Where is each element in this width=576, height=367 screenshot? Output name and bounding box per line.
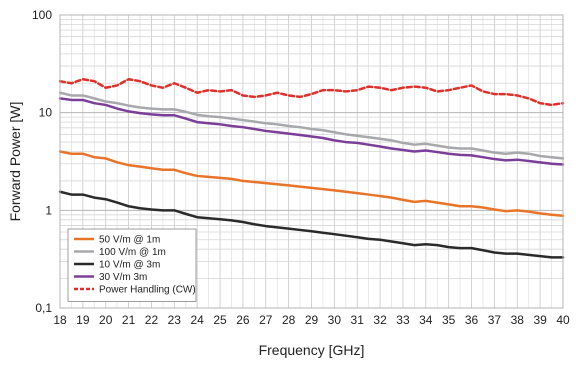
- x-tick-label: 27: [259, 313, 273, 327]
- x-tick-label: 23: [168, 313, 182, 327]
- legend-entry-label: 10 V/m @ 3m: [99, 260, 160, 271]
- x-tick-label: 40: [556, 313, 570, 327]
- y-tick-label: 0,1: [35, 301, 52, 315]
- x-axis-label: Frequency [GHz]: [259, 342, 365, 358]
- x-tick-label: 28: [282, 313, 296, 327]
- x-tick-label: 30: [328, 313, 342, 327]
- x-tick-label: 21: [122, 313, 136, 327]
- y-tick-label: 100: [32, 8, 52, 22]
- series-line: [58, 77, 565, 107]
- x-tick-label: 31: [351, 313, 365, 327]
- series-line: [58, 190, 565, 259]
- x-tick-label: 33: [396, 313, 410, 327]
- plot-frame: [59, 14, 564, 309]
- x-tick-label: 19: [76, 313, 90, 327]
- y-tick-label: 10: [39, 106, 53, 120]
- y-tick-label: 1: [45, 203, 52, 217]
- series-line: [58, 97, 565, 166]
- legend-entry-label: 30 V/m 3m: [99, 272, 147, 283]
- x-tick-label: 20: [99, 313, 113, 327]
- x-tick-label: 39: [533, 313, 547, 327]
- x-tick-label: 34: [419, 313, 433, 327]
- x-tick-label: 35: [442, 313, 456, 327]
- series-line: [58, 150, 565, 218]
- y-axis-label: Forward Power [W]: [7, 102, 23, 222]
- x-tick-label: 37: [488, 313, 502, 327]
- x-tick-label: 26: [236, 313, 250, 327]
- grid: [59, 14, 564, 309]
- x-tick-label: 29: [305, 313, 319, 327]
- x-tick-label: 22: [145, 313, 159, 327]
- x-tick-labels: 18 19 20 21 22 23 24 25 26 27 28 29 30 31 32 33 34 35 36 37…: [53, 313, 570, 327]
- x-tick-label: 32: [373, 313, 387, 327]
- series-line: [58, 91, 565, 160]
- series-lines: [58, 77, 565, 259]
- x-tick-label: 38: [511, 313, 525, 327]
- legend-entry-label: Power Handling (CW): [99, 285, 196, 296]
- legend-entry-label: 100 V/m @ 1m: [99, 247, 166, 258]
- legend-entry-label: 50 V/m @ 1m: [99, 235, 160, 246]
- y-tick-labels: 0,1 1 10 100: [32, 8, 52, 315]
- x-tick-label: 36: [465, 313, 479, 327]
- x-tick-label: 18: [53, 313, 67, 327]
- x-tick-label: 24: [191, 313, 205, 327]
- x-tick-label: 25: [213, 313, 227, 327]
